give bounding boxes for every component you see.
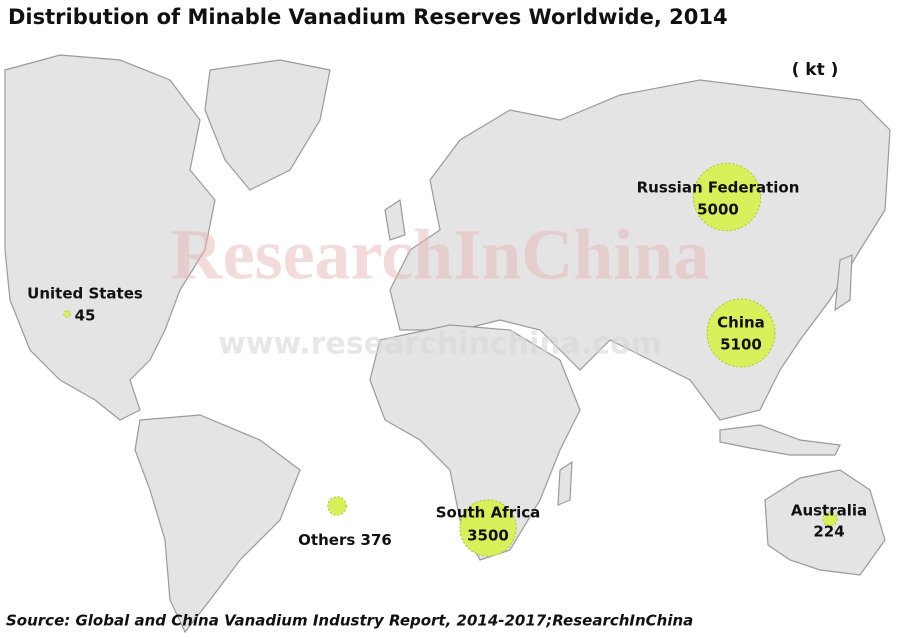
title: Distribution of Minable Vanadium Reserve… — [8, 5, 728, 29]
bubble — [822, 511, 838, 527]
greenland — [204, 59, 331, 191]
region-value: 224 — [813, 523, 844, 541]
bubble — [63, 310, 71, 318]
uk — [384, 198, 406, 241]
south-america — [134, 414, 301, 634]
region-name: Russian Federation — [637, 179, 800, 197]
watermark-url: www.researchinchina.com — [218, 327, 662, 362]
bubble — [327, 496, 347, 516]
region-label: Others 376 — [298, 531, 392, 549]
region-name: China — [717, 314, 765, 332]
north-america — [4, 54, 216, 421]
region-value: 376 — [361, 531, 392, 549]
bubbles: United States 45 Russian Federation 5000 Chi… — [27, 162, 867, 557]
bubble — [459, 499, 517, 557]
madagascar — [557, 460, 573, 506]
region-value: 45 — [75, 307, 96, 325]
africa — [369, 324, 581, 561]
region-value: 5000 — [697, 201, 739, 219]
bubble — [692, 162, 762, 232]
region-value: 5100 — [720, 336, 762, 354]
region-name: South Africa — [436, 504, 541, 522]
region-name: Others — [298, 531, 355, 549]
bubble — [706, 298, 776, 368]
watermark: ResearchInChina — [171, 215, 710, 295]
region-value: 3500 — [467, 527, 509, 545]
unit: ( kt ) — [792, 60, 839, 80]
indonesia — [719, 424, 841, 456]
japan — [834, 254, 853, 312]
region-name: Australia — [791, 502, 867, 520]
region-name: United States — [27, 285, 143, 303]
source: Source: Global and China Vanadium Indust… — [6, 612, 693, 630]
